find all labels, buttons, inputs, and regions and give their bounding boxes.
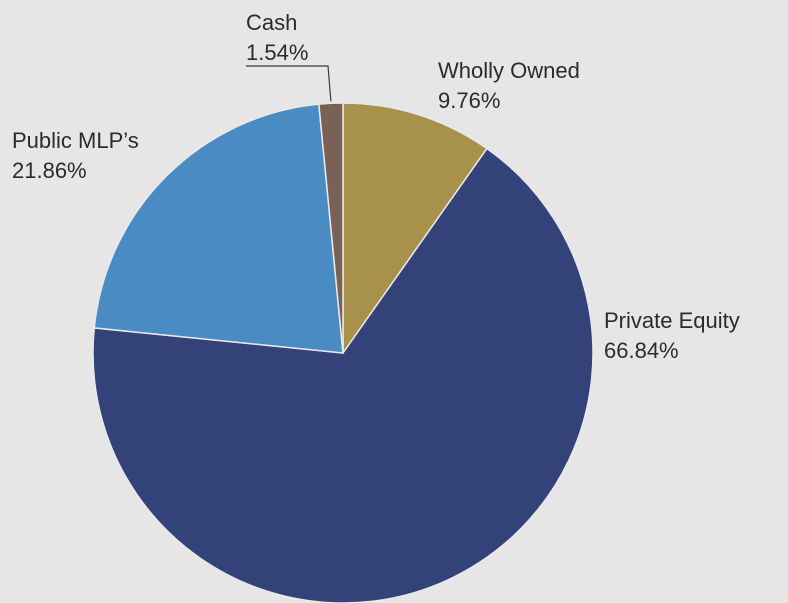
pie-slice-cash [318,102,344,354]
slice-label-public-mlp-s: Public MLP’s [12,128,139,153]
slice-label-cash: Cash [246,10,297,35]
slice-label-wholly-owned: Wholly Owned [438,58,580,83]
labels-group: Wholly Owned 9.76% Private Equity 66.84% Pub… [12,10,740,363]
slice-label-private-equity: Private Equity [604,308,740,333]
pie-slice-wholly-owned [342,102,488,356]
leader-line-cash [246,65,332,102]
slice-value-private-equity: 66.84% [604,338,679,363]
slice-value-wholly-owned: 9.76% [438,88,500,113]
pie-slice-public-mlp-s [93,103,344,354]
slices-group [92,102,594,603]
slice-value-public-mlp-s: 21.86% [12,158,87,183]
slice-value-cash: 1.54% [246,40,308,65]
pie-slice-private-equity [92,147,594,603]
